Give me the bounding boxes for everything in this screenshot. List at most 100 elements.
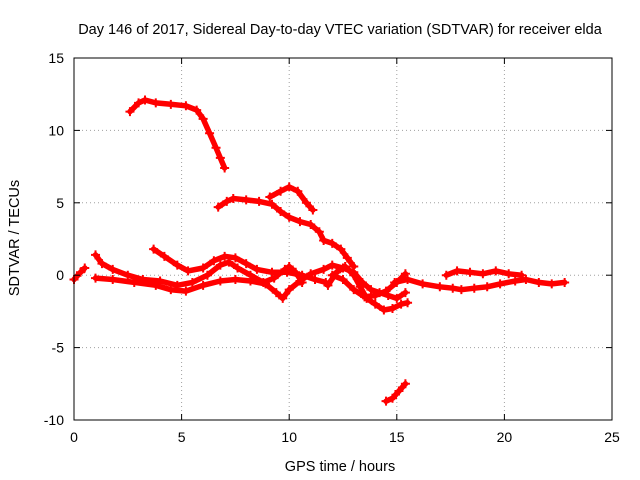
x-tick-label: 25 <box>604 429 620 445</box>
data-point <box>418 279 428 289</box>
data-point <box>390 277 400 287</box>
series-arc-3 <box>265 182 318 215</box>
series-line <box>383 381 409 404</box>
data-point <box>267 199 277 209</box>
data-point <box>284 262 294 272</box>
data-point <box>230 275 240 285</box>
data-point <box>394 386 404 396</box>
series-arc-1 <box>125 95 230 173</box>
data-point <box>491 266 501 276</box>
data-point <box>469 283 479 293</box>
data-point <box>370 299 380 309</box>
data-point <box>230 253 240 263</box>
data-point <box>198 280 208 290</box>
data-point <box>387 393 397 403</box>
data-point <box>478 269 488 279</box>
data-point <box>295 276 305 286</box>
data-point <box>271 288 281 298</box>
data-point <box>172 260 182 270</box>
data-point <box>159 251 169 261</box>
x-axis-title: GPS time / hours <box>285 459 395 475</box>
data-point <box>400 379 410 389</box>
data-point <box>360 292 370 302</box>
data-point <box>319 264 329 274</box>
data-point <box>403 275 413 285</box>
y-tick-label: -5 <box>52 340 65 356</box>
data-point <box>392 293 402 303</box>
data-point <box>400 288 410 298</box>
data-point <box>510 276 520 286</box>
data-point <box>465 267 475 277</box>
series-arc-2 <box>213 193 359 272</box>
data-point <box>370 290 380 300</box>
data-point <box>342 253 352 263</box>
data-point <box>379 305 389 315</box>
data-point <box>306 269 316 279</box>
data-point <box>252 264 262 274</box>
data-point <box>284 212 294 222</box>
data-point <box>327 270 337 280</box>
series-line <box>71 265 88 283</box>
data-point <box>241 259 251 269</box>
data-point <box>319 235 329 245</box>
data-point <box>166 285 176 295</box>
x-tick-label: 15 <box>389 429 405 445</box>
data-point <box>435 282 445 292</box>
data-point <box>211 143 221 153</box>
data-point <box>355 282 365 292</box>
data-point <box>310 275 320 285</box>
data-point <box>340 262 350 272</box>
data-point <box>295 217 305 227</box>
data-point <box>267 267 277 277</box>
data-point <box>261 279 271 289</box>
data-point <box>534 277 544 287</box>
data-point <box>245 276 255 286</box>
y-tick-label: 15 <box>48 50 64 66</box>
data-point <box>560 277 570 287</box>
axis-ticks <box>73 57 613 421</box>
data-point <box>381 286 391 296</box>
data-point <box>166 99 176 109</box>
data-point <box>308 205 318 215</box>
data-point <box>269 273 279 283</box>
data-point <box>228 193 238 203</box>
data-point <box>396 299 406 309</box>
data-point <box>151 98 161 108</box>
data-point <box>181 286 191 296</box>
x-tick-label: 10 <box>281 429 297 445</box>
y-axis-title: SDTVAR / TECUs <box>7 180 23 296</box>
data-point <box>140 95 150 105</box>
y-tick-label: -10 <box>44 412 64 428</box>
data-point <box>183 266 193 276</box>
data-point <box>327 238 337 248</box>
y-tick-label: 0 <box>56 267 64 283</box>
data-point <box>293 186 303 196</box>
x-tick-label: 0 <box>70 429 78 445</box>
series-arc-11 <box>390 275 570 295</box>
data-point <box>456 285 466 295</box>
data-point <box>187 277 197 287</box>
data-point <box>452 266 462 276</box>
data-point <box>215 153 225 163</box>
grid-lines <box>74 58 612 420</box>
x-tick-labels: 0 5 10 15 20 25 <box>70 429 620 445</box>
plot-frame <box>73 57 613 421</box>
data-point <box>149 244 159 254</box>
data-point <box>323 280 333 290</box>
y-tick-labels: -10 -5 0 5 10 15 <box>44 50 64 428</box>
data-point <box>381 396 391 406</box>
series-line <box>215 195 357 270</box>
data-point <box>181 101 191 111</box>
data-point <box>134 98 144 108</box>
data-point <box>215 260 225 270</box>
data-point <box>125 107 135 117</box>
data-point <box>205 128 215 138</box>
y-tick-label: 5 <box>56 195 64 211</box>
data-point <box>349 285 359 295</box>
chart-title: Day 146 of 2017, Sidereal Day-to-day VTE… <box>78 22 603 38</box>
data-point <box>123 270 133 280</box>
data-point <box>338 275 348 285</box>
data-point <box>108 275 118 285</box>
data-point <box>521 275 531 285</box>
